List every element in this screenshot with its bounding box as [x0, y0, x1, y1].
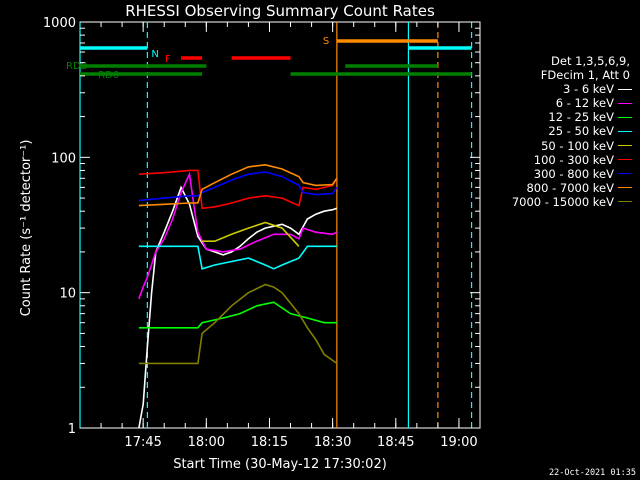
annotation-label: F [165, 54, 171, 65]
annotation-label: N [151, 49, 158, 60]
legend-swatch [618, 116, 632, 118]
legend-entry: 12 - 25 keV [486, 110, 632, 124]
legend-entry: 7000 - 15000 keV [486, 195, 632, 209]
legend-entry-label: 12 - 25 keV [548, 110, 614, 125]
legend-swatch [618, 173, 632, 175]
series-line [138, 245, 337, 270]
legend-swatch [618, 88, 632, 90]
x-tick-label: 18:15 [251, 435, 288, 450]
x-tick-label: 18:45 [377, 435, 414, 450]
x-tick-label: 18:00 [188, 435, 225, 450]
legend-entry-label: 6 - 12 keV [555, 96, 614, 111]
y-tick-label: 1000 [43, 16, 76, 31]
legend-entry: 50 - 100 keV [486, 139, 632, 153]
y-tick-label: 10 [59, 287, 76, 302]
annotation-label: RDB [66, 61, 88, 72]
series-layer [138, 163, 338, 429]
series-line [138, 171, 338, 300]
legend-entry-label: 50 - 100 keV [541, 138, 614, 153]
legend-entry-label: 300 - 800 keV [533, 166, 614, 181]
series-line [138, 301, 337, 329]
x-tick-label: 17:45 [124, 435, 161, 450]
x-tick-label: 18:30 [314, 435, 351, 450]
annotation-label: RD6 [98, 70, 119, 81]
legend-swatch [618, 159, 632, 161]
legend-swatch [618, 145, 632, 147]
legend-entry: 25 - 50 keV [486, 124, 632, 138]
vertical-markers [79, 22, 473, 428]
series-line [138, 171, 338, 202]
annotation-label: S [323, 36, 329, 47]
legend-entry: 6 - 12 keV [486, 96, 632, 110]
chart-title: RHESSI Observing Summary Count Rates [125, 2, 435, 20]
legend-swatch [618, 102, 632, 104]
legend-entry: 100 - 300 keV [486, 153, 632, 167]
legend-entry: 800 - 7000 keV [486, 181, 632, 195]
x-tick-label: 19:00 [440, 435, 477, 450]
footer-timestamp: 22-Oct-2021 01:35 [549, 468, 636, 478]
legend-entry: 300 - 800 keV [486, 167, 632, 181]
y-tick-label: 1 [68, 422, 76, 437]
legend-entry-label: 800 - 7000 keV [526, 180, 614, 195]
x-axis-label: Start Time (30-May-12 17:30:02) [173, 457, 387, 472]
legend-header-line: FDecim 1, Att 0 [540, 68, 630, 83]
legend-header-line: Det 1,3,5,6,9, [551, 54, 630, 68]
legend-entry-label: 3 - 6 keV [563, 82, 614, 97]
annotation-bars: N F S RDB RD6 [66, 36, 472, 81]
series-line [138, 185, 338, 429]
series-line [138, 163, 338, 207]
legend-entry: 3 - 6 keV [486, 82, 632, 96]
legend-entry-label: 25 - 50 keV [548, 124, 614, 139]
legend-swatch [618, 131, 632, 133]
legend-entry-label: 7000 - 15000 keV [511, 194, 614, 209]
series-line [138, 283, 338, 365]
series-line [202, 221, 300, 247]
axes: 1 10 100 1000 17:45 18:00 18:15 18:30 18:45 19:00 [43, 16, 480, 450]
y-tick-label: 100 [51, 151, 76, 166]
y-axis-label: Count Rate (s⁻¹ detector⁻¹) [19, 140, 34, 317]
series-line [138, 169, 338, 210]
legend-swatch [618, 201, 632, 203]
legend-swatch [618, 187, 632, 189]
legend-entry-label: 100 - 300 keV [533, 152, 614, 167]
